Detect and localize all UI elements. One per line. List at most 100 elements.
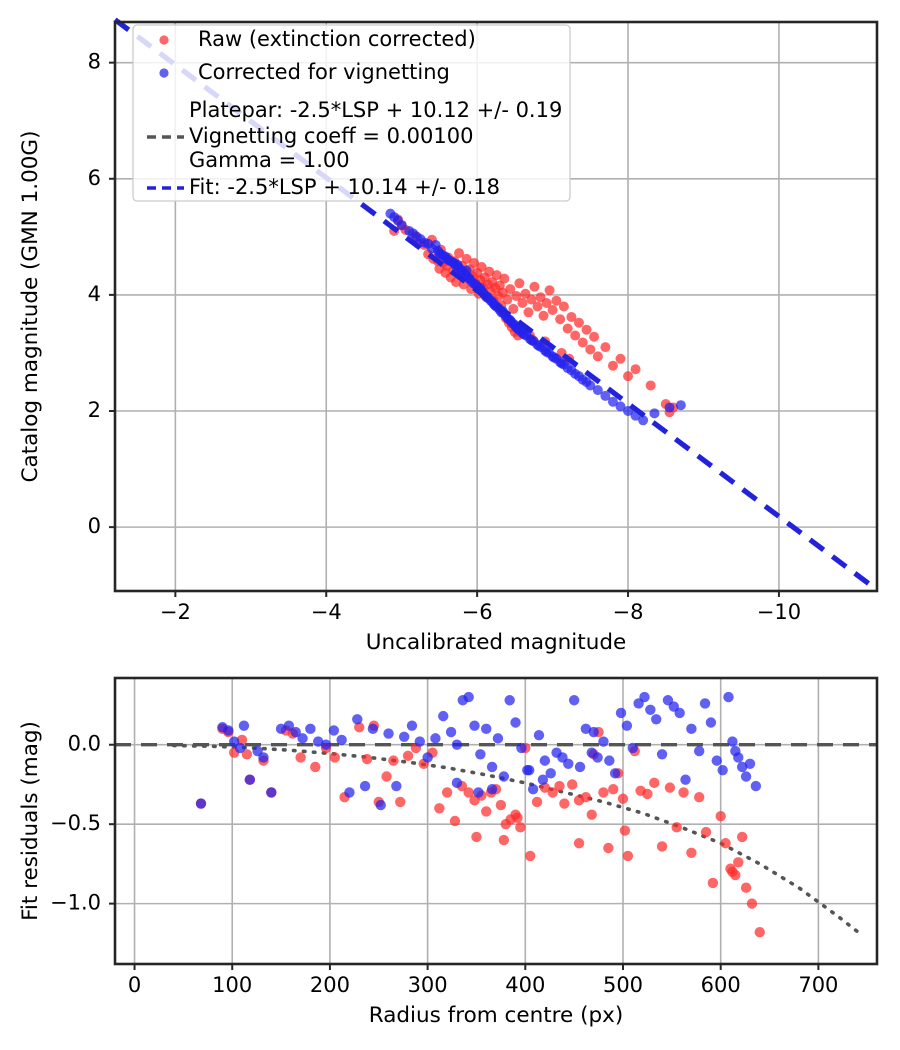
data-point	[511, 291, 522, 302]
data-point	[577, 337, 588, 348]
photometric-calibration-axes: −2 −4 −6 −8 −10 0 2 4 6 8 Uncalibrated magnitude Ca…	[18, 17, 879, 655]
data-point	[541, 298, 552, 309]
fit-residuals-axes: 0 100 200 300 400 500 600 700 0.0 −0.5 −1.0 Radius …	[18, 676, 879, 1028]
ticklabel-x-3: 300	[408, 973, 448, 997]
ticklabel-y-2: −1.0	[50, 891, 101, 915]
data-point	[656, 749, 668, 760]
data-point	[423, 238, 434, 249]
data-point	[615, 401, 626, 412]
data-point	[750, 780, 762, 792]
top-yaxis-label: Catalog magnitude (GMN 1.00G)	[18, 131, 43, 483]
data-point	[441, 787, 453, 798]
data-point	[545, 768, 556, 779]
data-point	[234, 742, 246, 754]
data-point	[526, 294, 537, 305]
data-point	[484, 266, 495, 277]
data-point	[463, 787, 474, 798]
data-point	[533, 730, 545, 741]
data-point	[310, 761, 321, 773]
data-point	[675, 400, 686, 411]
data-point	[736, 831, 748, 843]
data-point	[451, 739, 463, 750]
bottom-plot-background	[115, 678, 877, 964]
top-axes-frame	[113, 20, 879, 593]
data-point	[531, 796, 543, 808]
data-point	[354, 722, 365, 733]
data-point	[588, 726, 599, 738]
data-point	[694, 791, 705, 803]
data-point	[592, 752, 603, 763]
data-point	[537, 774, 549, 785]
data-point	[581, 324, 592, 335]
data-point	[544, 285, 555, 296]
data-point	[534, 340, 544, 351]
data-point	[598, 736, 609, 747]
data-point	[408, 228, 419, 239]
data-point	[329, 752, 341, 763]
data-point	[600, 390, 611, 401]
data-point	[539, 782, 551, 793]
data-point	[481, 806, 492, 817]
data-point	[352, 714, 363, 725]
data-point	[551, 295, 562, 306]
data-point	[664, 782, 676, 793]
data-point	[638, 415, 649, 426]
data-point	[715, 811, 726, 822]
data-point	[422, 752, 433, 763]
data-point	[680, 774, 691, 785]
data-point	[514, 278, 525, 289]
data-point	[619, 825, 631, 836]
data-point	[686, 847, 697, 858]
ticklabel-x-3: −8	[613, 600, 644, 624]
data-point	[463, 691, 474, 703]
data-point	[609, 768, 621, 779]
data-point	[375, 799, 386, 811]
data-point	[573, 317, 584, 328]
data-point	[295, 752, 306, 763]
data-point	[649, 777, 660, 789]
legend-background	[132, 24, 571, 202]
data-point	[415, 234, 426, 245]
data-point	[651, 714, 662, 725]
data-point	[539, 755, 551, 766]
data-point	[555, 314, 566, 325]
data-point	[570, 330, 581, 341]
data-point	[700, 826, 712, 838]
data-point	[740, 882, 752, 893]
data-point	[678, 787, 689, 798]
data-point	[617, 793, 629, 804]
legend-marker-raw	[159, 35, 169, 45]
data-point	[547, 304, 558, 315]
ticklabel-x-6: 600	[701, 973, 741, 997]
data-point	[236, 734, 248, 746]
data-point	[547, 787, 558, 798]
data-point	[574, 761, 586, 773]
data-point	[498, 771, 510, 782]
ticklabel-x-1: −4	[311, 600, 342, 624]
data-point	[498, 834, 510, 846]
data-point	[512, 812, 523, 824]
data-point	[430, 733, 441, 744]
data-point	[381, 771, 392, 782]
data-point	[586, 809, 597, 820]
data-point	[674, 707, 685, 719]
data-point	[538, 310, 549, 321]
data-point	[566, 311, 577, 322]
data-point	[523, 307, 534, 318]
data-point	[630, 364, 641, 375]
data-point	[524, 764, 535, 776]
ticklabel-x-4: −10	[757, 600, 801, 624]
data-point	[491, 270, 502, 281]
data-point	[711, 755, 722, 766]
data-point	[529, 281, 540, 292]
data-point	[451, 777, 463, 789]
data-point	[598, 787, 609, 798]
ticklabel-x-0: 0	[128, 973, 141, 997]
data-point	[604, 755, 615, 766]
ticklabel-y-0: 0	[88, 514, 101, 538]
data-point	[396, 220, 407, 231]
data-point	[495, 799, 507, 811]
data-point	[589, 331, 600, 342]
data-point	[740, 771, 752, 782]
